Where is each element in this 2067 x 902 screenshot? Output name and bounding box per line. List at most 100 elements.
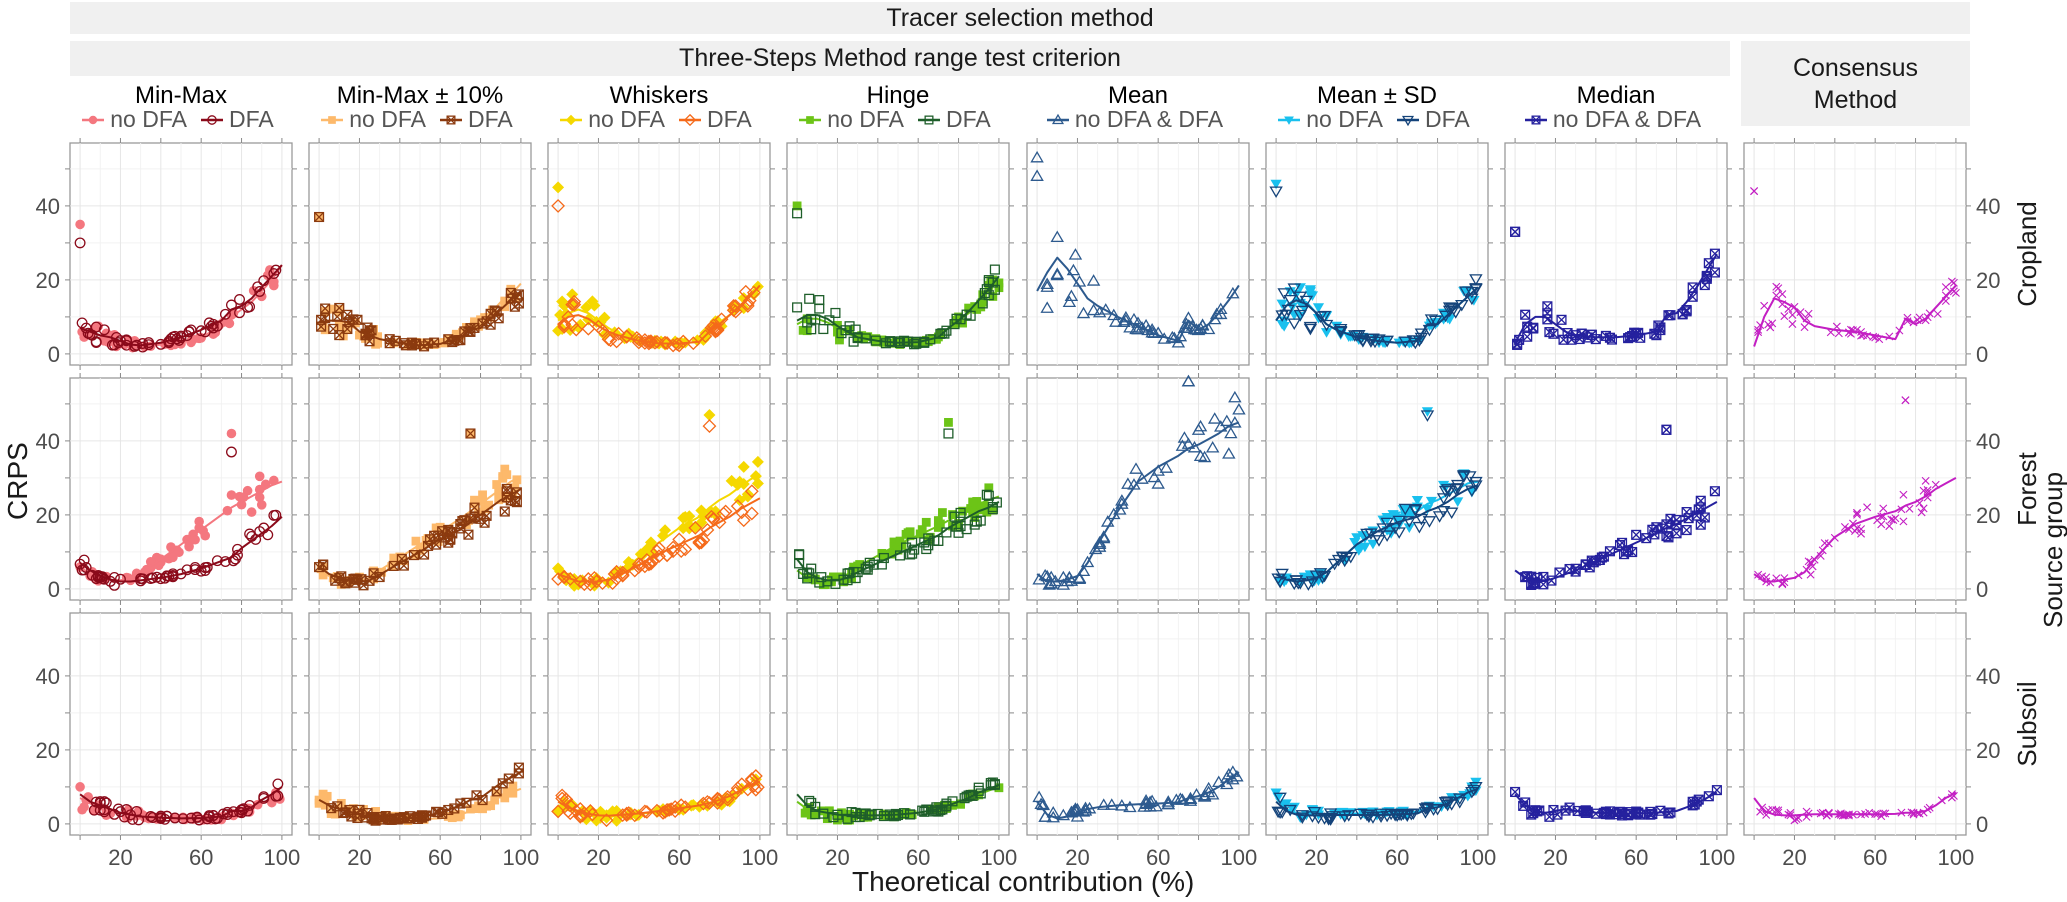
point [1232, 402, 1246, 415]
point [585, 807, 600, 822]
x-tick-label: 100 [1938, 845, 1975, 870]
point [1080, 555, 1095, 568]
row-strip-label: Cropland [2012, 201, 2042, 307]
point [1580, 805, 1591, 816]
three-steps-title: Three-Steps Method range test criterion [679, 44, 1121, 72]
y-tick-label-right: 20 [1976, 503, 2000, 528]
point [512, 475, 522, 485]
point [1294, 283, 1306, 293]
point [234, 307, 245, 319]
point [181, 564, 193, 576]
point [492, 789, 502, 799]
point [221, 809, 233, 820]
point [499, 506, 510, 517]
point [465, 428, 476, 439]
x-tick-label: 100 [742, 845, 779, 870]
point [115, 573, 126, 585]
point [949, 511, 960, 522]
point [108, 571, 120, 583]
smooth-line [79, 786, 283, 820]
point [1030, 169, 1044, 181]
point [1092, 537, 1107, 550]
point [968, 497, 978, 507]
point [1062, 295, 1077, 307]
point [1353, 546, 1365, 556]
point [710, 792, 725, 807]
point [193, 814, 205, 826]
point [1269, 186, 1283, 198]
point [371, 807, 380, 816]
point [79, 332, 89, 342]
point [692, 536, 707, 550]
point [611, 326, 626, 341]
point [506, 284, 516, 294]
point [615, 568, 630, 582]
point [924, 115, 934, 124]
point [551, 804, 566, 819]
point [314, 211, 325, 223]
point [558, 299, 571, 312]
point [1143, 795, 1157, 808]
point [879, 551, 889, 561]
column-title: Mean ± SD [1317, 82, 1437, 109]
smooth-line [796, 275, 1000, 344]
point [1885, 522, 1894, 531]
point [1459, 286, 1473, 298]
legend-label: DFA [945, 106, 991, 132]
point [961, 309, 972, 320]
point [1681, 304, 1692, 316]
point [1107, 308, 1121, 321]
point [566, 114, 577, 125]
y-tick-label: 40 [36, 429, 60, 454]
point [1420, 410, 1435, 422]
x-axis-title: Theoretical contribution (%) [852, 866, 1195, 897]
facet-panel [1739, 608, 1971, 840]
facet-panel [1739, 373, 1971, 605]
point [369, 566, 378, 576]
point [751, 477, 764, 490]
smooth-line [1036, 421, 1240, 583]
facet-panel [1500, 608, 1732, 840]
point [1271, 806, 1285, 819]
y-tick-label: 40 [36, 664, 60, 689]
x-tick-label: 100 [1460, 845, 1497, 870]
point [1465, 485, 1479, 498]
point [551, 198, 566, 213]
point [794, 558, 805, 569]
point [1750, 187, 1759, 196]
point [1681, 507, 1692, 518]
point [1284, 116, 1295, 125]
facet-panel [1261, 373, 1493, 605]
column-title: Min-Max ± 10% [336, 82, 504, 109]
smooth-line [557, 497, 761, 583]
point [937, 328, 948, 339]
point [80, 562, 92, 573]
point [943, 428, 954, 439]
point [895, 536, 905, 546]
point [1424, 314, 1439, 326]
point [909, 544, 920, 555]
point [1401, 115, 1415, 126]
point [256, 499, 267, 510]
point [1042, 578, 1056, 590]
point [1411, 495, 1423, 506]
y-tick-label: 20 [36, 268, 60, 293]
point [207, 114, 217, 125]
point [994, 278, 1004, 288]
point [1442, 485, 1457, 498]
point [1469, 274, 1483, 286]
point [1051, 113, 1064, 124]
point [105, 808, 116, 819]
x-tick-label: 20 [1543, 845, 1567, 870]
point [246, 507, 257, 517]
point [1450, 479, 1465, 492]
point [917, 525, 927, 535]
point [1277, 288, 1291, 300]
point [1778, 290, 1787, 299]
point [1064, 289, 1079, 302]
point [190, 534, 200, 545]
point [1901, 396, 1910, 405]
y-tick-label-right: 20 [1976, 738, 2000, 763]
facet-panel [782, 138, 1014, 370]
point [1465, 293, 1479, 306]
